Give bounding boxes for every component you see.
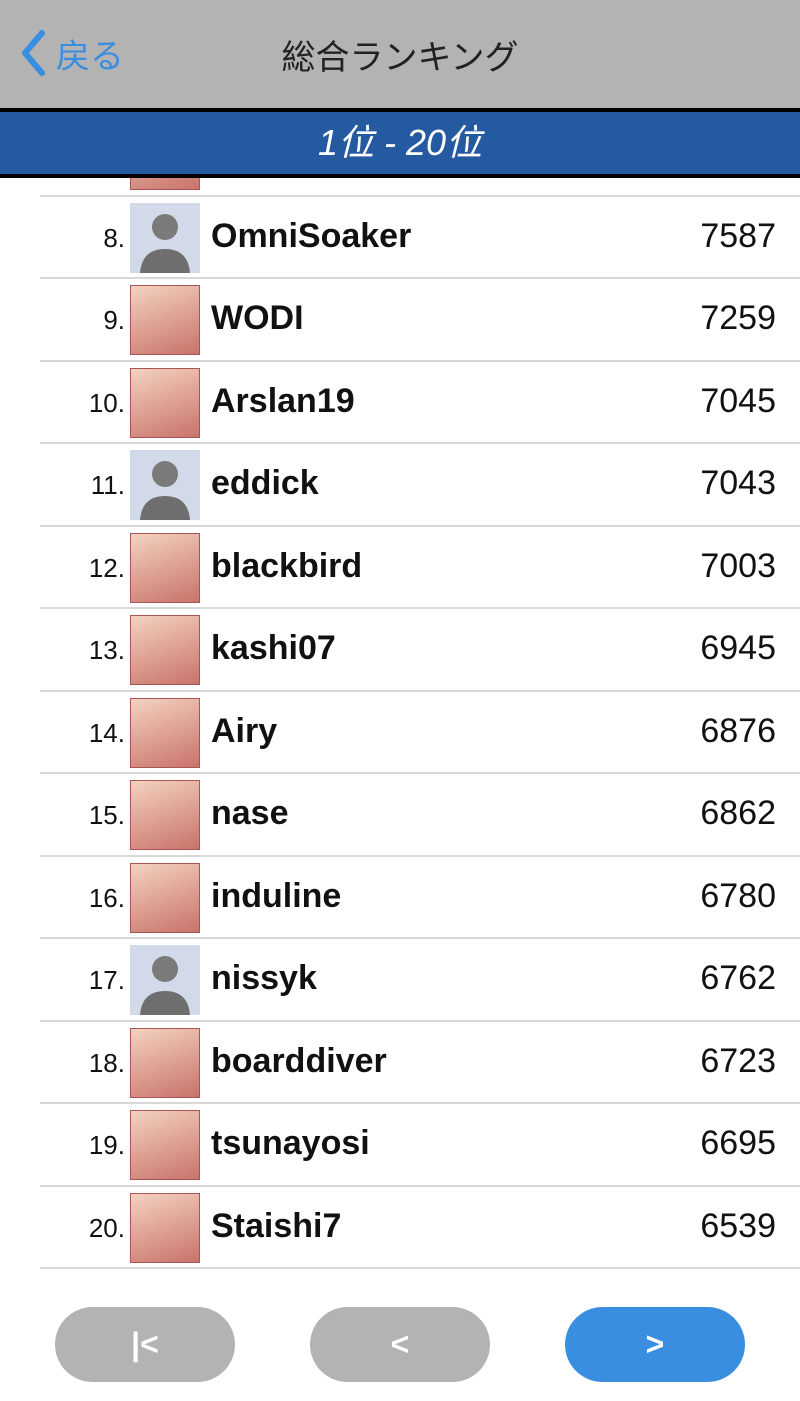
avatar: [130, 945, 200, 1015]
avatar: [130, 532, 200, 603]
player-score: 6876: [700, 711, 776, 750]
rank-number: 15.: [88, 800, 125, 830]
avatar: [130, 780, 200, 850]
rank-number: 9.: [103, 305, 125, 335]
ranking-row[interactable]: 8. OmniSoaker 7587: [40, 197, 800, 279]
first-page-button[interactable]: |<: [55, 1307, 235, 1382]
range-header: 1位 - 20位: [0, 108, 800, 178]
avatar: [130, 1192, 200, 1263]
avatar: [130, 615, 200, 685]
rank-number: 8.: [103, 222, 125, 253]
player-name: kashi07: [211, 629, 336, 667]
rank-number: 11.: [90, 470, 125, 500]
player-name: boarddiver: [211, 1041, 387, 1080]
player-name: Arslan19: [211, 381, 355, 420]
player-name: OmniSoaker: [211, 216, 412, 255]
rank-number: 13.: [88, 635, 125, 665]
player-score: 6762: [700, 959, 776, 997]
player-name: tsunayosi: [211, 1124, 370, 1162]
rank-number: 14.: [88, 717, 125, 748]
player-score: 6539: [700, 1206, 776, 1245]
rank-number: 17.: [88, 965, 125, 995]
player-score: 6780: [700, 876, 776, 915]
navigation-bar: 戻る 総合ランキング: [0, 0, 800, 108]
ranking-row[interactable]: 15. nase 6862: [40, 774, 800, 857]
page-title: 総合ランキング: [281, 39, 519, 77]
player-score: 6945: [700, 629, 776, 667]
player-score: 6695: [700, 1124, 776, 1162]
ranking-row[interactable]: 20. Staishi7 6539: [40, 1187, 800, 1269]
rank-number: 18.: [88, 1047, 125, 1078]
player-score: 7259: [700, 299, 776, 337]
ranking-row[interactable]: 13. kashi07 6945: [40, 609, 800, 692]
ranking-row[interactable]: 9. WODI 7259: [40, 279, 800, 362]
player-score: 7587: [700, 216, 776, 255]
player-score: 6723: [700, 1041, 776, 1080]
player-name: nase: [211, 794, 289, 832]
rank-number: 10.: [88, 387, 125, 418]
ranking-row[interactable]: 11. eddick 7043: [40, 444, 800, 527]
rank-number: 19.: [88, 1130, 125, 1160]
player-name: Staishi7: [211, 1206, 342, 1245]
ranking-row[interactable]: 14. Airy 6876: [40, 692, 800, 774]
player-name: eddick: [211, 464, 319, 502]
avatar: [130, 697, 200, 768]
ranking-row[interactable]: 10. Arslan19 7045: [40, 362, 800, 444]
ranking-row[interactable]: 12. blackbird 7003: [40, 527, 800, 609]
avatar: [130, 862, 200, 933]
rank-number: 12.: [88, 552, 125, 583]
ranking-row[interactable]: 17. nissyk 6762: [40, 939, 800, 1022]
player-score: 6862: [700, 794, 776, 832]
back-button[interactable]: 戻る: [20, 28, 124, 78]
avatar: [130, 1110, 200, 1180]
player-score: 7045: [700, 381, 776, 420]
ranking-row[interactable]: 18. boarddiver 6723: [40, 1022, 800, 1104]
player-score: 7043: [700, 464, 776, 502]
ranking-row[interactable]: 16. induline 6780: [40, 857, 800, 939]
player-name: induline: [211, 876, 342, 915]
ranking-row[interactable]: 19. tsunayosi 6695: [40, 1104, 800, 1187]
chevron-left-icon: [22, 30, 45, 76]
prev-page-button[interactable]: <: [310, 1307, 490, 1382]
player-name: nissyk: [211, 959, 317, 997]
avatar: [130, 285, 200, 355]
avatar: [130, 367, 200, 438]
back-label: 戻る: [56, 37, 124, 76]
player-name: blackbird: [211, 546, 363, 585]
rank-number: 16.: [88, 882, 125, 913]
player-name: WODI: [211, 299, 304, 337]
rank-number: 20.: [88, 1212, 125, 1243]
avatar: [130, 202, 200, 273]
avatar: [130, 450, 200, 520]
player-name: Airy: [211, 711, 278, 750]
avatar: [130, 1027, 200, 1098]
next-page-button[interactable]: >: [565, 1307, 745, 1382]
player-score: 7003: [700, 546, 776, 585]
